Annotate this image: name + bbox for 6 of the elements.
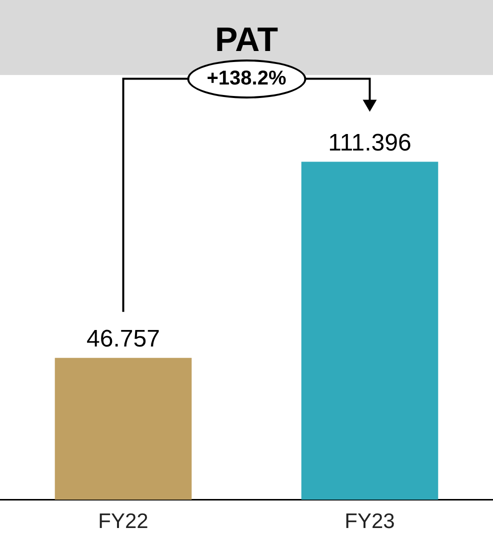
- text: +138.2%: [186, 59, 306, 98]
- chart-title: PAT: [215, 21, 278, 59]
- x-tick-label: FY22: [98, 510, 148, 534]
- x-tick-label: FY23: [344, 510, 395, 534]
- data-label: 111.396: [328, 129, 412, 156]
- data-label: 46.757: [86, 326, 160, 353]
